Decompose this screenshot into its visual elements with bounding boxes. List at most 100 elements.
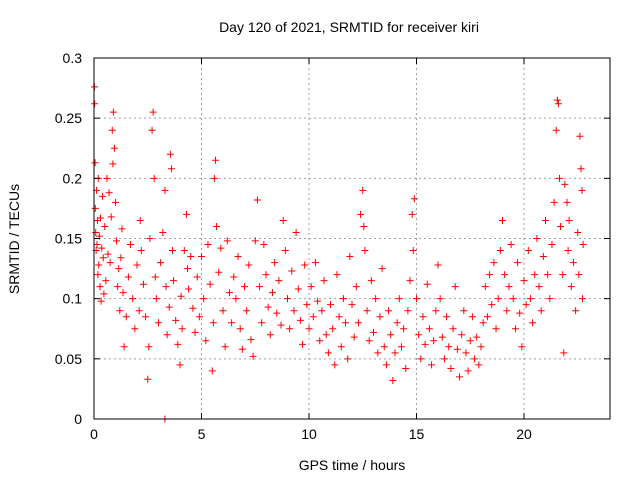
data-point (305, 325, 313, 333)
data-point (322, 331, 330, 339)
data-point (96, 214, 104, 222)
x-tick-label: 0 (90, 426, 98, 442)
data-point (574, 228, 582, 236)
data-point (92, 228, 100, 236)
data-point (453, 345, 461, 353)
data-point (499, 216, 506, 224)
data-point (432, 307, 440, 315)
data-point (436, 295, 444, 303)
data-point (144, 375, 152, 383)
data-point (159, 228, 167, 236)
data-point (249, 352, 257, 360)
data-point (475, 361, 483, 369)
data-point (149, 108, 157, 116)
data-point (136, 216, 144, 224)
grid-lines (94, 58, 610, 419)
data-point (559, 271, 567, 279)
data-point (104, 250, 112, 258)
data-point (409, 247, 417, 255)
data-point (109, 160, 117, 168)
data-point (206, 280, 214, 288)
data-point (404, 307, 412, 315)
data-point (251, 237, 259, 245)
data-point (438, 333, 446, 341)
y-tick-label: 0.05 (55, 351, 82, 367)
data-point (337, 343, 345, 351)
data-point (537, 307, 545, 315)
data-point (344, 355, 352, 363)
data-point (380, 343, 388, 351)
data-point (462, 349, 470, 357)
data-point (507, 241, 515, 249)
data-point (529, 319, 537, 327)
data-point (339, 295, 347, 303)
data-point (579, 241, 587, 249)
data-point (576, 132, 584, 140)
data-point (434, 261, 442, 269)
data-point (99, 192, 107, 200)
data-point (184, 265, 192, 273)
data-point (572, 307, 580, 315)
data-point (185, 285, 193, 293)
data-point (208, 367, 216, 375)
data-point (359, 186, 367, 194)
data-point (256, 283, 264, 291)
data-point (189, 304, 197, 312)
data-point (97, 297, 105, 305)
data-point (479, 319, 487, 327)
data-point (374, 349, 382, 357)
data-point (116, 307, 124, 315)
data-point (468, 313, 476, 321)
data-point (560, 349, 568, 357)
data-point (93, 241, 101, 249)
data-point (191, 328, 199, 336)
data-point (198, 253, 205, 261)
data-point (400, 325, 408, 333)
data-point (357, 210, 365, 218)
data-point (268, 289, 276, 297)
data-point (406, 277, 414, 285)
data-point (99, 254, 107, 262)
data-point (477, 343, 485, 351)
data-point (163, 331, 171, 339)
data-point (91, 159, 99, 167)
data-point (354, 319, 362, 327)
data-point (172, 316, 180, 324)
data-point (415, 331, 423, 339)
data-point (365, 337, 373, 345)
data-point (133, 261, 141, 269)
data-point (106, 259, 114, 267)
data-point (180, 247, 188, 255)
y-tick-labels: 0 0.05 0.1 0.15 0.2 0.25 0.3 (55, 50, 82, 427)
data-point (514, 259, 522, 267)
data-point (456, 373, 463, 381)
data-point (552, 126, 560, 134)
data-point (350, 333, 358, 341)
data-point (157, 259, 165, 267)
data-point (486, 271, 494, 279)
data-point (564, 247, 572, 255)
data-point (119, 289, 127, 297)
data-point (135, 307, 143, 315)
data-point (542, 216, 549, 224)
y-tick-label: 0.1 (63, 291, 83, 307)
data-point (557, 222, 565, 230)
data-point (137, 247, 145, 255)
data-point (294, 285, 302, 293)
data-point (488, 301, 496, 309)
data-point (550, 198, 558, 206)
data-point (443, 313, 451, 321)
data-point (211, 156, 219, 164)
data-point (329, 325, 337, 333)
data-point (402, 364, 410, 372)
data-point (451, 283, 459, 291)
data-point (264, 303, 272, 311)
data-point (531, 271, 539, 279)
data-point (481, 283, 489, 291)
data-point (372, 295, 380, 303)
data-point (148, 126, 156, 134)
data-point (423, 280, 431, 288)
data-point (202, 337, 210, 345)
data-point (288, 267, 296, 275)
data-point (266, 331, 274, 339)
